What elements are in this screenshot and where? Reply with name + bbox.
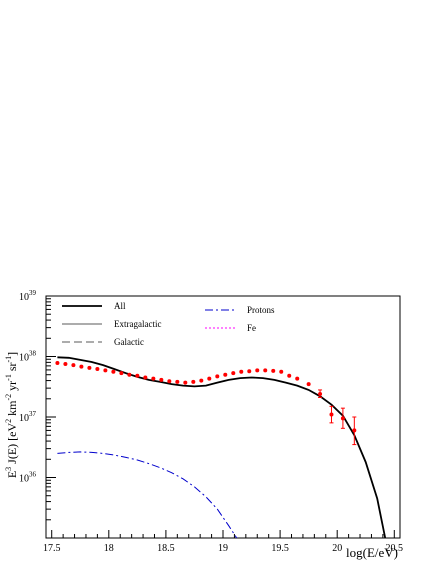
data-point (263, 368, 268, 373)
x-axis-title: log(E/eV) (346, 545, 398, 560)
data-point (159, 377, 164, 382)
data-point (287, 373, 292, 378)
data-point (119, 371, 124, 376)
series-line-protons (57, 451, 238, 538)
x-tick-label: 19 (218, 543, 228, 554)
legend-label-extragalactic: Extragalactic (114, 319, 161, 329)
data-point (63, 362, 68, 367)
data-point (103, 368, 108, 373)
data-point (340, 416, 345, 421)
x-tick-label: 19.5 (271, 543, 289, 554)
data-point (191, 379, 196, 384)
x-tick-label: 18.5 (157, 543, 175, 554)
data-point (306, 382, 311, 387)
data-points (55, 361, 357, 446)
data-point (151, 376, 156, 381)
data-point (87, 365, 92, 370)
data-point (135, 373, 140, 378)
x-axis: 17.5 18 18.5 19 19.5 20 20.5 (43, 530, 403, 554)
y-axis: 1036 1037 1038 1039 (19, 289, 56, 521)
data-point (95, 367, 100, 372)
legend-label-fe: Fe (247, 323, 256, 333)
data-point (207, 376, 212, 381)
data-point (71, 363, 76, 368)
data-point (279, 369, 284, 374)
plot-frame (45, 295, 401, 539)
data-point (223, 372, 228, 377)
y-axis-title: E3 J(E) [eV2 km-2 yr-1 sr-1] (4, 352, 19, 478)
data-point (111, 369, 116, 374)
x-tick-label: 17.5 (43, 543, 61, 554)
legend-label-all: All (114, 301, 126, 311)
data-point (295, 376, 300, 381)
data-point (239, 369, 244, 374)
legend: All Extragalactic Galactic Protons Fe (62, 301, 275, 347)
data-point (215, 374, 220, 379)
data-point (183, 380, 188, 385)
series-line-all (57, 356, 387, 538)
data-point (143, 375, 148, 380)
data-point (255, 368, 260, 373)
data-point (55, 361, 60, 366)
data-point (167, 379, 172, 384)
y-tick-label: 1038 (19, 350, 37, 364)
data-point (175, 379, 180, 384)
x-tick-label: 20 (332, 543, 342, 554)
data-point (127, 372, 132, 377)
data-point (352, 428, 357, 433)
data-point (231, 371, 236, 376)
x-tick-label: 18 (104, 543, 114, 554)
data-point (79, 364, 84, 369)
data-point (318, 391, 323, 396)
y-tick-label: 1039 (19, 289, 37, 303)
y-tick-label: 1036 (19, 471, 37, 485)
data-point (247, 369, 252, 374)
series-layer (57, 356, 387, 538)
y-tick-label: 1037 (19, 410, 37, 424)
data-point (329, 412, 334, 417)
data-point (199, 378, 204, 383)
x-tick-label: 20.5 (386, 543, 404, 554)
data-point (271, 368, 276, 373)
legend-label-protons: Protons (247, 305, 275, 315)
legend-label-galactic: Galactic (114, 337, 144, 347)
